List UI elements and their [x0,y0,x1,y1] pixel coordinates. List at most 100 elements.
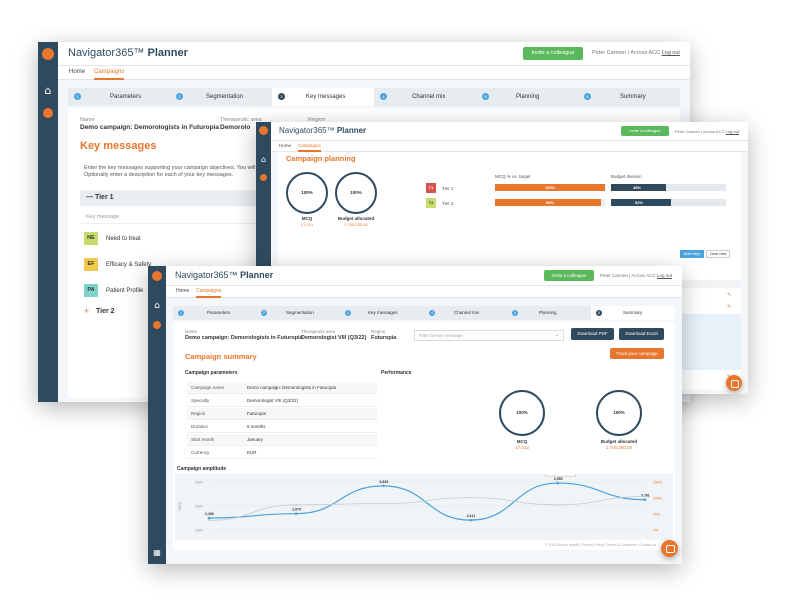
tier2-header[interactable]: + Tier 2 [84,306,115,316]
data-point [469,496,472,499]
logout-link[interactable]: Log out [661,50,680,56]
tier2-row[interactable]: T2 Tier 2 [426,198,736,210]
mcq-label: MCQ [516,439,528,444]
data-point [643,498,647,502]
y-axis-label: MCQ [178,502,182,510]
message-row-ne[interactable]: NE Need to treat [84,232,284,246]
target-icon[interactable] [260,174,267,181]
message-row-pa[interactable]: PA Patient Profile [84,284,284,298]
target-icon[interactable] [153,321,161,329]
user-info: Peter Carmen | Across ACC Log out [675,129,739,134]
page-heading: Campaign summary [185,352,257,361]
budget-col-header: Budget division [611,174,642,179]
area-label: Therapeutic area [301,329,336,334]
tab-home[interactable]: Home [176,288,190,294]
y-tick-label: 3000 [195,505,203,509]
invite-button[interactable]: Invite a colleague [621,126,669,136]
chat-icon[interactable] [661,540,678,557]
tab-campaigns[interactable]: Campaigns [298,143,321,152]
budget-pct: 100% [613,410,625,415]
mcq-label: MCQ [301,216,313,221]
tier1-mcq-bar: 100% [495,184,605,191]
step-key-messages[interactable]: 3 Key messages [272,88,374,106]
data-label: 2,679 [292,508,301,512]
download-pdf-button[interactable]: Download PDF [571,328,614,340]
tier2-mcq-bar: 96% [495,199,605,206]
step-segmentation[interactable]: 2 Segmentation [170,88,272,106]
home-icon[interactable]: ⌂ [260,155,267,164]
step-key-messages[interactable]: 3 Key messages [340,306,424,320]
budget-value: 1,700,250.00 [344,222,368,227]
budget-label: Budget allocated [337,216,375,221]
params-heading: Campaign parameters [185,370,238,376]
user-info: Peter Carmen | Across ACC Log out [600,273,672,278]
mcq-value: 17,013 [515,445,529,450]
invite-button[interactable]: Invite a colleague [523,47,583,60]
area-value: Demorologist VIII (Q3/22) [301,335,367,341]
chat-icon[interactable] [726,375,742,391]
data-point [382,502,385,505]
home-icon[interactable]: ⌂ [154,301,160,311]
data-point [556,481,560,485]
tier1-row[interactable]: T1 Tier 1 [426,183,736,195]
edit-icon[interactable]: ✎ [727,304,732,310]
multi-steps-button[interactable]: Multi steps [680,250,704,258]
nav-tabs: Home Campaigns [58,66,690,80]
y2-tick-label: 150% [653,481,662,485]
top-bar: Navigator365™ Planner Invite a colleague… [166,266,682,286]
y2-tick-label: 50% [653,513,660,517]
chevron-down-icon: ⌄ [554,332,559,338]
column-header: Key message [86,214,120,220]
download-excel-button[interactable]: Download Excel [619,328,664,340]
tooltip-text: MCQ Total: 3,955 [548,474,573,475]
y2-tick-label: 0% [653,529,658,533]
region-value: Futuropia [371,335,397,341]
performance-heading: Performance [381,370,412,376]
data-point [556,503,559,506]
logout-link[interactable]: Log out [725,129,739,134]
name-value: Demo campaign: Demorologists in Futuropi… [185,335,303,341]
data-label: 3,839 [379,480,388,484]
tab-campaigns[interactable]: Campaigns [94,69,125,80]
app-logo[interactable] [42,48,54,60]
user-info: Peter Carmen | Across ACC Log out [592,50,680,56]
logout-link[interactable]: Log out [656,273,672,278]
tab-campaigns[interactable]: Campaigns [196,288,222,298]
edit-icon[interactable]: ✎ [727,292,732,298]
step-parameters[interactable]: 1 Parameters [68,88,170,106]
data-label: 2,411 [467,514,476,518]
data-label: 2,496 [205,512,214,516]
step-parameters[interactable]: 1 Parameters [173,306,256,320]
page-heading: Campaign planning [286,154,356,163]
step-channel-mix[interactable]: 4 Channel mix [374,88,476,106]
home-icon[interactable]: ⌂ [44,84,52,97]
top-bar: Navigator365™ Planner Invite a colleague… [271,122,748,141]
mcq-value: 17,013 [300,222,314,227]
step-summary[interactable]: 6 Summary [591,306,675,320]
top-bar: Navigator365™ Planner Invite a colleague… [58,42,690,66]
area-value: Demorolo [220,124,251,131]
tier1-header[interactable]: — Tier 1 [80,190,290,206]
track-campaign-button[interactable]: Track your campaign [610,348,664,359]
grid-icon[interactable]: ▦ [153,548,161,557]
clear-view-button[interactable]: Clear view [706,250,730,258]
step-planning[interactable]: 5 Planning [476,88,578,106]
tab-home[interactable]: Home [279,143,292,148]
window-campaign-summary: ⌂ ▦ Navigator365™ Planner Invite a colle… [148,266,682,564]
target-icon[interactable] [43,108,53,118]
app-logo[interactable] [152,271,162,281]
step-segmentation[interactable]: 2 Segmentation [256,306,340,320]
y2-tick-label: 100% [653,497,662,501]
invite-button[interactable]: Invite a colleague [544,270,594,281]
mcq-col-header: MCQ % vs. target [495,174,531,179]
data-point [644,495,646,498]
message-row-ef[interactable]: EF Efficacy & Safety [84,258,284,272]
mcq-pct: 100% [516,410,528,415]
step-channel-mix[interactable]: 4 Channel mix [424,306,507,320]
app-logo[interactable] [259,126,268,135]
area-label: Therapeutic area [220,117,262,123]
step-summary[interactable]: 6 Summary [578,88,680,106]
tab-home[interactable]: Home [69,69,86,75]
filter-select[interactable]: Filter by key message ⌄ [414,330,564,341]
step-planning[interactable]: 5 Planning [507,306,591,320]
